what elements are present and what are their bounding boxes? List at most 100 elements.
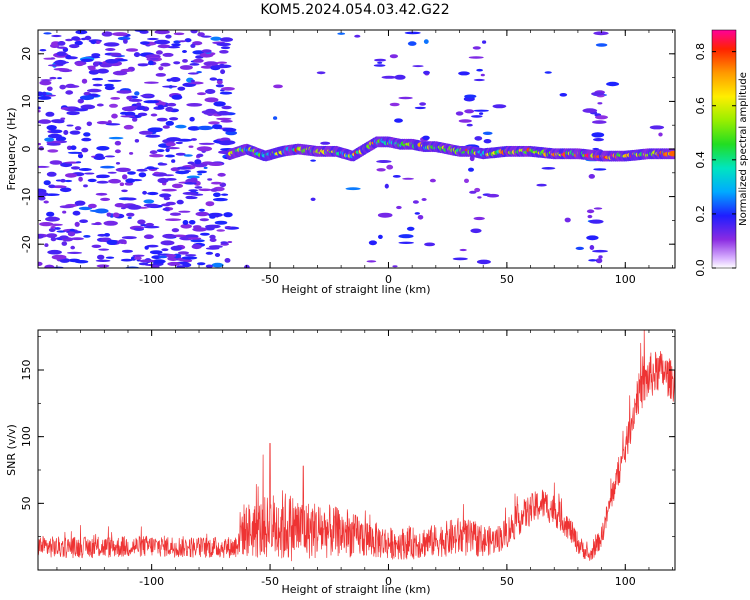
noise-speckle	[593, 31, 609, 36]
noise-speckle	[205, 89, 216, 94]
noise-speckle	[48, 228, 56, 232]
spectrogram-x-tick-label: 0	[385, 273, 392, 286]
noise-speckle	[147, 191, 159, 196]
noise-speckle	[103, 42, 120, 47]
noise-speckle	[559, 93, 568, 97]
noise-speckle	[407, 41, 417, 46]
noise-speckle	[48, 184, 56, 189]
noise-speckle	[189, 116, 195, 122]
noise-speckle	[593, 207, 603, 210]
noise-speckle	[87, 178, 97, 183]
noise-speckle	[165, 120, 174, 126]
noise-speckle	[221, 87, 235, 91]
noise-speckle	[589, 219, 604, 224]
noise-speckle	[176, 265, 185, 268]
noise-speckle	[179, 65, 193, 70]
noise-speckle	[208, 121, 220, 125]
noise-speckle	[65, 54, 72, 60]
noise-speckle	[593, 168, 607, 171]
noise-speckle	[77, 98, 85, 104]
noise-speckle	[196, 146, 213, 152]
noise-speckle	[81, 78, 88, 84]
noise-speckle	[588, 174, 595, 179]
noise-speckle	[419, 102, 426, 106]
noise-speckle	[57, 77, 62, 80]
noise-speckle	[219, 91, 233, 95]
noise-speckle	[205, 224, 221, 229]
noise-speckle	[190, 177, 198, 183]
noise-speckle	[77, 153, 84, 159]
noise-speckle	[165, 154, 175, 158]
noise-speckle	[66, 111, 80, 116]
noise-speckle	[65, 38, 73, 42]
noise-speckle	[471, 115, 483, 118]
noise-speckle	[452, 257, 468, 261]
noise-speckle	[44, 137, 55, 142]
noise-speckle	[112, 70, 128, 76]
noise-speckle	[171, 43, 181, 47]
noise-speckle	[310, 197, 316, 201]
noise-speckle	[205, 264, 213, 268]
noise-speckle	[273, 116, 278, 120]
noise-speckle	[143, 100, 160, 104]
noise-speckle	[50, 226, 56, 229]
noise-speckle	[214, 220, 228, 225]
noise-speckle	[79, 95, 95, 101]
noise-speckle	[157, 44, 171, 49]
noise-speckle	[429, 178, 436, 183]
noise-speckle	[126, 95, 133, 100]
noise-speckle	[151, 265, 160, 268]
noise-speckle	[42, 80, 48, 83]
noise-speckle	[192, 41, 203, 46]
noise-speckle	[83, 235, 91, 238]
noise-speckle	[109, 103, 118, 108]
noise-speckle	[38, 196, 46, 201]
noise-speckle	[70, 245, 75, 250]
noise-speckle	[423, 39, 429, 44]
noise-speckle	[196, 153, 204, 158]
noise-speckle	[586, 235, 599, 241]
noise-speckle	[354, 34, 361, 38]
noise-speckle	[220, 140, 236, 145]
noise-speckle	[190, 163, 206, 166]
noise-speckle	[46, 142, 61, 146]
noise-speckle	[149, 150, 158, 155]
noise-speckle	[81, 137, 92, 142]
noise-speckle	[162, 233, 176, 239]
noise-speckle	[191, 244, 202, 250]
noise-speckle	[404, 31, 421, 35]
noise-speckle	[112, 32, 128, 37]
noise-speckle	[472, 46, 481, 50]
noise-speckle	[42, 91, 47, 97]
noise-speckle	[177, 86, 186, 91]
noise-speckle	[588, 259, 598, 262]
noise-speckle	[147, 127, 163, 133]
noise-speckle	[122, 174, 128, 180]
noise-speckle	[149, 250, 163, 255]
noise-speckle	[208, 212, 223, 218]
noise-speckle	[219, 50, 229, 54]
noise-speckle	[186, 175, 200, 179]
noise-speckle	[38, 91, 44, 97]
noise-speckle	[86, 121, 93, 127]
noise-speckle	[216, 61, 228, 64]
noise-speckle	[94, 40, 101, 44]
noise-speckle	[98, 248, 110, 251]
noise-speckle	[38, 234, 45, 239]
spectrogram-x-tick-label: 50	[500, 273, 514, 286]
noise-speckle	[464, 178, 469, 183]
noise-speckle	[156, 117, 168, 122]
noise-speckle	[135, 106, 146, 110]
noise-speckle	[473, 216, 485, 221]
noise-speckle	[64, 179, 73, 183]
noise-speckle	[51, 119, 65, 124]
noise-speckle	[143, 234, 154, 239]
snr-frame	[37, 329, 676, 571]
noise-speckle	[43, 32, 52, 35]
noise-speckle	[162, 125, 170, 129]
noise-speckle	[91, 53, 101, 58]
noise-speckle	[159, 193, 172, 198]
noise-speckle	[66, 124, 74, 127]
colorbar-tick-label: 0.8	[694, 43, 707, 61]
noise-speckle	[157, 104, 164, 110]
